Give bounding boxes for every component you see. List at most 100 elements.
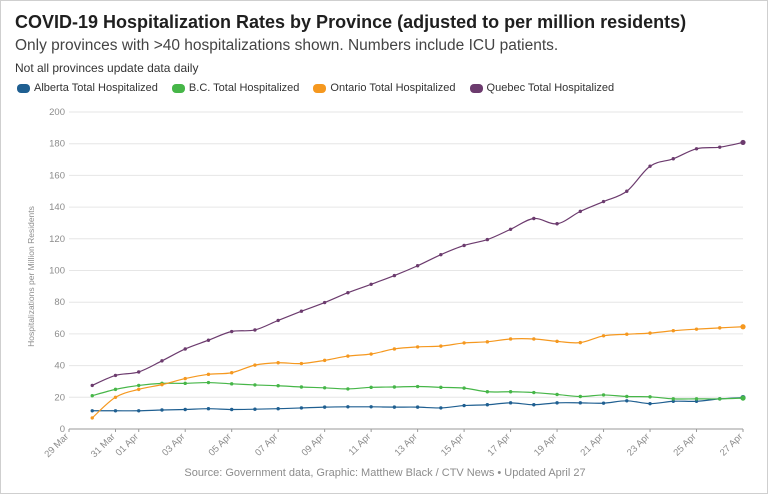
data-point-bc bbox=[508, 390, 513, 394]
legend-label-quebec: Quebec Total Hospitalized bbox=[486, 82, 615, 94]
data-point-bc bbox=[346, 387, 350, 391]
series-line-alberta bbox=[92, 397, 744, 412]
data-point-bc bbox=[299, 385, 304, 389]
x-tick-label: 11 Apr bbox=[347, 431, 374, 458]
data-point-alberta bbox=[578, 401, 583, 405]
legend-item-alberta[interactable]: Alberta Total Hospitalized bbox=[17, 82, 158, 94]
data-point-ontario bbox=[462, 341, 466, 345]
data-point-alberta bbox=[137, 409, 141, 413]
data-point-bc bbox=[253, 383, 257, 387]
x-tick-label: 21 Apr bbox=[578, 431, 605, 458]
data-point-bc bbox=[137, 383, 141, 388]
legend: Alberta Total Hospitalized B.C. Total Ho… bbox=[17, 82, 614, 94]
data-point-ontario bbox=[625, 332, 629, 336]
data-point-ontario bbox=[299, 361, 304, 366]
data-point-quebec bbox=[160, 359, 164, 363]
data-point-bc bbox=[206, 380, 211, 385]
data-point-quebec bbox=[206, 338, 211, 342]
y-tick-label: 80 bbox=[54, 297, 65, 308]
data-point-quebec bbox=[276, 318, 280, 323]
data-point-quebec bbox=[369, 282, 373, 286]
data-point-alberta bbox=[508, 401, 513, 405]
data-point-quebec bbox=[253, 328, 257, 332]
x-tick-label: 31 Mar bbox=[89, 431, 118, 460]
data-point-quebec bbox=[183, 347, 187, 351]
data-point-ontario bbox=[578, 340, 583, 345]
data-point-ontario bbox=[392, 347, 397, 351]
data-point-quebec bbox=[462, 243, 466, 248]
x-tick-label: 01 Apr bbox=[114, 431, 141, 458]
legend-item-bc[interactable]: B.C. Total Hospitalized bbox=[171, 82, 299, 94]
series-line-ontario bbox=[91, 326, 744, 419]
y-tick-label: 0 bbox=[60, 424, 65, 435]
data-point-alberta bbox=[648, 401, 652, 406]
data-point-quebec bbox=[229, 329, 234, 334]
x-tick-label: 17 Apr bbox=[486, 431, 513, 458]
legend-label-ontario: Ontario Total Hospitalized bbox=[330, 82, 456, 94]
y-tick-label: 200 bbox=[49, 107, 65, 118]
data-point-quebec bbox=[578, 209, 583, 214]
data-point-quebec bbox=[625, 189, 629, 193]
legend-item-quebec[interactable]: Quebec Total Hospitalized bbox=[469, 82, 615, 94]
data-point-ontario bbox=[671, 329, 675, 333]
data-point-quebec bbox=[113, 373, 118, 378]
data-point-alberta bbox=[694, 399, 699, 403]
data-point-quebec bbox=[671, 157, 675, 161]
data-point-bc bbox=[532, 390, 536, 395]
data-point-ontario bbox=[369, 352, 373, 356]
data-point-bc bbox=[601, 393, 606, 397]
data-point-bc bbox=[578, 394, 583, 399]
x-tick-label: 13 Apr bbox=[393, 431, 420, 458]
legend-item-ontario[interactable]: Ontario Total Hospitalized bbox=[313, 82, 456, 94]
data-point-bc bbox=[415, 384, 420, 389]
data-point-ontario bbox=[113, 395, 118, 399]
legend-swatch-alberta bbox=[17, 83, 30, 93]
data-point-quebec bbox=[601, 199, 606, 204]
x-tick-label: 23 Apr bbox=[625, 431, 652, 458]
data-point-ontario bbox=[532, 337, 536, 341]
data-point-ontario bbox=[253, 363, 257, 367]
chart-title: COVID-19 Hospitalization Rates by Provin… bbox=[15, 12, 687, 32]
data-point-bc bbox=[485, 390, 490, 394]
data-point-ontario bbox=[648, 331, 652, 335]
data-point-quebec bbox=[439, 252, 443, 257]
data-point-alberta bbox=[671, 399, 675, 403]
data-point-quebec bbox=[648, 164, 652, 168]
y-tick-label: 20 bbox=[54, 392, 65, 403]
data-point-ontario bbox=[229, 371, 234, 375]
x-tick-label: 05 Apr bbox=[207, 431, 234, 458]
data-point-quebec bbox=[415, 264, 420, 268]
data-point-ontario bbox=[601, 334, 606, 338]
data-point-alberta bbox=[346, 405, 350, 409]
data-point-alberta bbox=[206, 407, 211, 411]
x-tick-label: 03 Apr bbox=[160, 431, 187, 458]
data-point-bc bbox=[392, 385, 397, 389]
x-tick-label: 27 Apr bbox=[718, 431, 745, 458]
data-point-alberta bbox=[322, 405, 327, 409]
series-line-quebec bbox=[92, 141, 744, 386]
data-point-ontario bbox=[415, 345, 420, 349]
legend-swatch-quebec bbox=[469, 83, 483, 93]
data-point-quebec bbox=[90, 383, 94, 388]
data-point-quebec bbox=[694, 147, 699, 151]
chart-subtitle: Only provinces with >40 hospitalizations… bbox=[15, 37, 559, 54]
data-point-ontario bbox=[508, 337, 513, 341]
y-tick-label: 140 bbox=[49, 202, 65, 213]
data-point-alberta bbox=[160, 408, 164, 412]
data-point-ontario bbox=[206, 372, 211, 377]
data-point-bc bbox=[439, 385, 443, 390]
data-point-alberta bbox=[253, 407, 257, 411]
data-point-alberta bbox=[299, 406, 304, 410]
y-tick-label: 60 bbox=[54, 329, 65, 340]
data-point-ontario bbox=[485, 340, 490, 344]
x-tick-label: 25 Apr bbox=[671, 431, 698, 458]
data-point-bc bbox=[625, 394, 629, 399]
x-tick-label: 09 Apr bbox=[300, 431, 327, 458]
data-point-bc bbox=[718, 397, 722, 401]
data-point-bc bbox=[369, 385, 373, 390]
data-point-bc bbox=[740, 395, 746, 401]
y-tick-label: 180 bbox=[49, 139, 65, 150]
x-tick-label: 29 Mar bbox=[42, 431, 71, 460]
